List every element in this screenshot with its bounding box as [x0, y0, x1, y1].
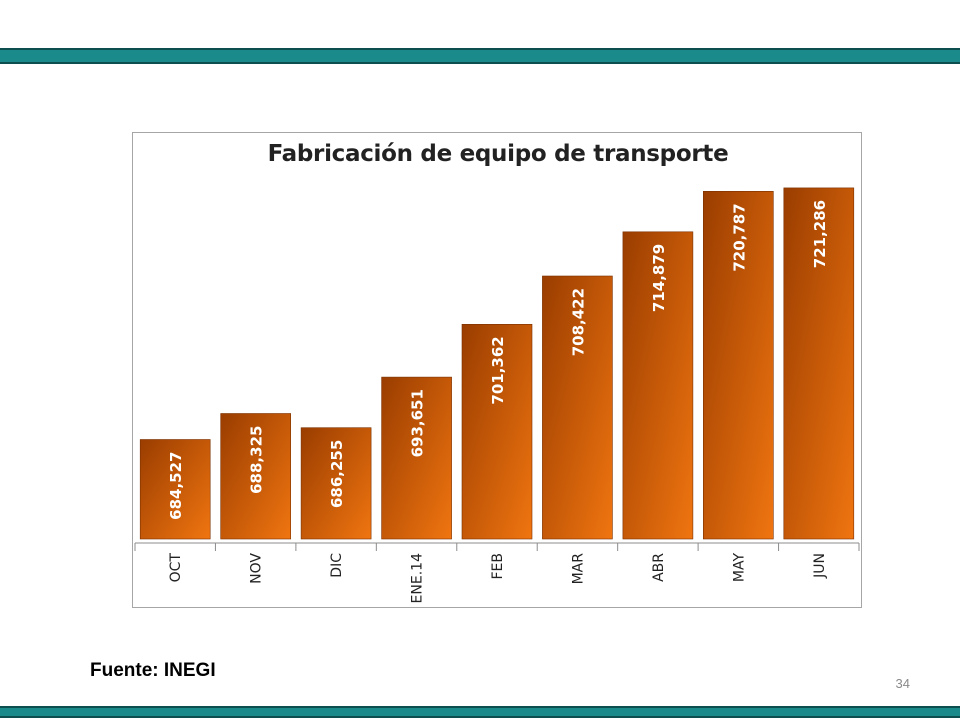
category-label: ABR [651, 553, 667, 582]
category-label: MAR [570, 553, 586, 585]
bar-jun [783, 187, 855, 540]
bar-chart: 684,527 688,325 686,255 693,651 701,362 708,4… [134, 187, 860, 604]
bar-dic [300, 427, 372, 540]
bottom-decorative-band [0, 706, 960, 718]
bar-nov [220, 413, 291, 540]
bar-may [702, 190, 774, 540]
chart-frame: Fabricación de equipo de transporte 684,… [132, 132, 862, 608]
value-label: 693,651 [409, 389, 427, 457]
value-label: 721,286 [811, 200, 829, 268]
category-label: OCT [168, 553, 184, 583]
bar-abr [622, 231, 694, 540]
value-label: 708,422 [569, 288, 587, 356]
source-label: Fuente: INEGI [90, 660, 216, 681]
chart-title: Fabricación de equipo de transporte [267, 141, 729, 167]
value-label: 688,325 [248, 426, 266, 494]
category-label: FEB [490, 553, 506, 580]
category-label: NOV [249, 553, 265, 584]
value-label: 701,362 [489, 336, 507, 404]
bar-mar [542, 275, 613, 540]
bar-ene14 [381, 376, 452, 540]
bar-feb [461, 324, 533, 540]
category-label: MAY [731, 553, 747, 583]
category-label: JUN [812, 553, 828, 579]
top-decorative-band [0, 48, 960, 64]
category-label: ENE.14 [410, 553, 426, 604]
value-label: 686,255 [328, 440, 346, 508]
category-label: DIC [329, 553, 345, 578]
value-label: 684,527 [167, 452, 185, 520]
bar-oct [139, 439, 211, 540]
value-label: 720,787 [730, 203, 748, 271]
page-number: 34 [895, 676, 910, 691]
value-label: 714,879 [650, 244, 668, 312]
